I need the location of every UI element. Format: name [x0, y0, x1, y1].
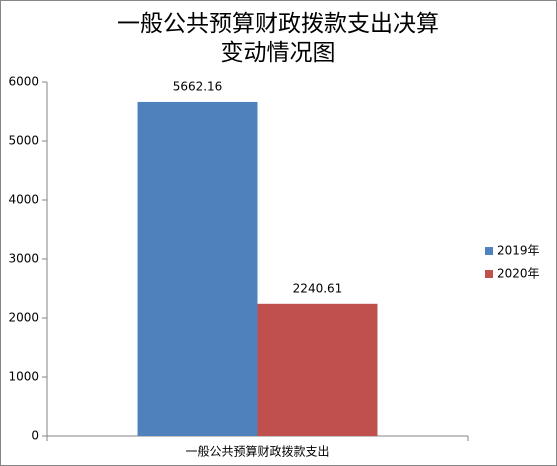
legend-swatch	[485, 270, 493, 278]
y-tick-label: 0	[31, 429, 39, 443]
legend-label: 2020年	[497, 267, 540, 281]
chart-title: 一般公共预算财政拨款支出决算变动情况图	[117, 11, 439, 66]
x-tick-label: 一般公共预算财政拨款支出	[185, 444, 329, 459]
value-label: 5662.16	[173, 79, 223, 93]
legend-label: 2019年	[497, 244, 540, 258]
bar	[257, 303, 378, 436]
y-tick-label: 3000	[8, 252, 39, 266]
y-tick-label: 5000	[8, 134, 39, 148]
y-tick-label: 6000	[8, 75, 39, 89]
y-tick-label: 1000	[8, 370, 39, 384]
y-tick-label: 4000	[8, 193, 39, 207]
y-tick-label: 2000	[8, 311, 39, 325]
bar	[137, 101, 258, 437]
value-label: 2240.61	[293, 281, 343, 295]
legend-swatch	[485, 247, 493, 255]
